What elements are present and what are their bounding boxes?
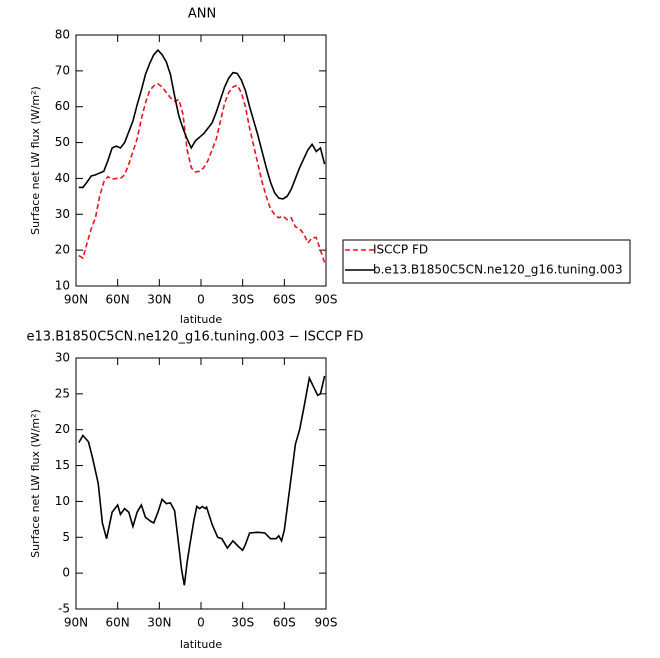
legend-box [342, 239, 631, 284]
x-tick-label: 30S [231, 293, 254, 307]
x-tick-label: 90N [64, 616, 88, 630]
plot-frame [75, 357, 327, 610]
legend-label: b.e13.B1850C5CN.ne120_g16.tuning.003 [373, 263, 623, 277]
y-tick-label: 80 [55, 28, 70, 42]
x-tick-label: 60N [106, 616, 130, 630]
x-tick-label: 90S [315, 616, 338, 630]
x-tick-label: 90N [64, 293, 88, 307]
y-tick-label: 20 [55, 243, 70, 257]
y-tick-label: 50 [55, 135, 70, 149]
x-tick-label: 0 [197, 616, 205, 630]
x-tick-label: 60S [273, 616, 296, 630]
y-tick-label: 20 [55, 422, 70, 436]
x-tick-label: 30N [147, 616, 171, 630]
x-tick-label: 60N [106, 293, 130, 307]
legend-label: ISCCP FD [373, 243, 428, 257]
y-tick-label: 10 [55, 494, 70, 508]
y-tick-label: 30 [55, 351, 70, 365]
plot-frame [75, 34, 327, 287]
chart-title: e13.B1850C5CN.ne120_g16.tuning.003 − ISC… [27, 330, 364, 345]
x-tick-label: 30S [231, 616, 254, 630]
y-tick-label: 40 [55, 171, 70, 185]
y-tick-label: 30 [55, 207, 70, 221]
x-axis-label: latitude [180, 313, 222, 326]
y-tick-label: -5 [58, 602, 70, 616]
x-tick-label: 60S [273, 293, 296, 307]
y-tick-label: 5 [62, 530, 70, 544]
series-line [78, 48, 326, 200]
y-axis-label: Surface net LW flux (W/m²) [29, 409, 42, 558]
x-tick-label: 90S [315, 293, 338, 307]
y-tick-label: 60 [55, 99, 70, 113]
y-tick-label: 15 [55, 458, 70, 472]
y-tick-label: 25 [55, 386, 70, 400]
x-tick-label: 30N [147, 293, 171, 307]
x-tick-label: 0 [197, 293, 205, 307]
x-axis-label: latitude [180, 638, 222, 651]
y-tick-label: 0 [62, 566, 70, 580]
y-tick-label: 70 [55, 63, 70, 77]
series-line [78, 375, 326, 586]
series-line [78, 82, 326, 263]
chart-title: ANN [188, 7, 216, 22]
y-tick-label: 10 [55, 279, 70, 293]
y-axis-label: Surface net LW flux (W/m²) [29, 86, 42, 235]
